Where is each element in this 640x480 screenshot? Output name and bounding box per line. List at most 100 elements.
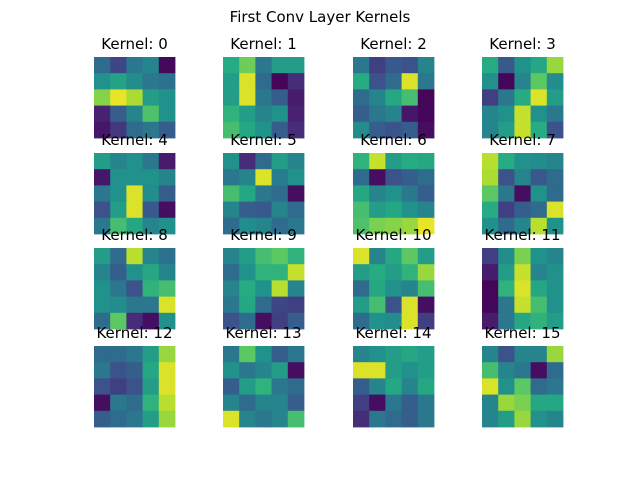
kernel-cell [255,185,272,202]
kernel-cell [353,185,370,202]
kernel-cell [514,73,531,90]
kernel-cell [223,362,240,379]
kernel-cell [369,217,386,235]
kernel-cell [271,378,289,395]
kernel-cell [546,394,564,412]
kernel-cell [385,201,402,219]
kernel-cell [353,89,370,106]
kernel-cell [126,89,143,106]
kernel-cell [546,105,564,123]
kernel-cell [385,362,402,379]
kernel-cell [530,378,548,395]
kernel-cell [110,153,127,170]
kernel-cell [287,264,305,281]
kernel-cell [498,280,515,297]
kernel-cell [546,248,564,265]
kernel-cell [287,362,305,379]
kernel-cell [498,362,515,379]
kernel-cell [239,296,256,314]
kernel-cell [94,362,111,379]
kernel-cell [239,201,256,219]
kernel-cell [271,362,289,379]
kernel-cell [417,248,435,265]
kernel-cell [369,362,386,379]
kernel-cell [353,153,370,170]
kernel-cell [255,378,272,395]
kernel-cell [110,89,127,106]
kernel-cell [287,105,305,123]
kernel-cell [271,169,289,186]
kernel-panel: Kernel: 8 [94,226,176,330]
kernel-cell [142,73,160,90]
kernel-cell [239,121,256,139]
kernel-cell [385,312,402,330]
kernel-cell [482,73,499,90]
kernel-cell [530,217,548,235]
kernel-cell [126,296,143,314]
kernel-cell [385,185,402,202]
kernel-cell [401,185,419,202]
kernel-cell [223,312,240,330]
kernel-cell [417,153,435,170]
kernel-cell [530,394,548,412]
kernel-cell [255,410,272,428]
kernel-cell [223,280,240,297]
kernel-cell [94,312,111,330]
kernel-cell [385,121,402,139]
kernel-cell [353,57,370,74]
kernel-cell [239,169,256,186]
kernel-cell [385,105,402,123]
kernel-label: Kernel: 11 [484,226,560,244]
kernel-cell [142,280,160,297]
kernel-cell [482,378,499,395]
kernel-cell [401,57,419,74]
kernel-cell [498,169,515,186]
kernel-cell [385,248,402,265]
kernel-cell [126,217,143,235]
kernel-panel: Kernel: 12 [94,324,176,428]
kernel-cell [255,248,272,265]
kernel-cell [530,185,548,202]
kernel-cell [498,217,515,235]
kernel-panel: Kernel: 0 [94,35,176,139]
kernel-cell [110,312,127,330]
kernel-cell [353,346,370,363]
kernel-cell [498,73,515,90]
kernel-cell [482,57,499,74]
kernel-cell [239,57,256,74]
kernel-cell [142,296,160,314]
kernel-cell [401,121,419,139]
kernel-cell [142,410,160,428]
kernel-cell [385,410,402,428]
kernel-cell [369,248,386,265]
kernel-cell [514,121,531,139]
kernel-cell [369,378,386,395]
kernel-cell [546,410,564,428]
kernel-panel: Kernel: 6 [353,131,435,235]
kernel-cell [94,185,111,202]
kernel-cell [514,248,531,265]
kernel-cell [530,264,548,281]
kernel-cell [369,394,386,412]
kernel-panel: Kernel: 14 [353,324,435,428]
kernel-cell [271,185,289,202]
kernel-cell [498,201,515,219]
kernel-cell [401,362,419,379]
kernel-cell [385,73,402,90]
kernel-cell [401,73,419,90]
kernel-cell [271,248,289,265]
kernel-cell [369,312,386,330]
kernel-cell [482,169,499,186]
kernel-cell [94,169,111,186]
kernel-cell [239,153,256,170]
kernel-panel: Kernel: 1 [223,35,305,139]
kernel-cell [239,394,256,412]
kernel-cell [498,346,515,363]
kernel-cell [353,410,370,428]
kernel-cell [239,105,256,123]
kernel-cell [369,185,386,202]
kernel-cell [498,57,515,74]
kernel-cell [401,296,419,314]
kernel-cell [369,280,386,297]
